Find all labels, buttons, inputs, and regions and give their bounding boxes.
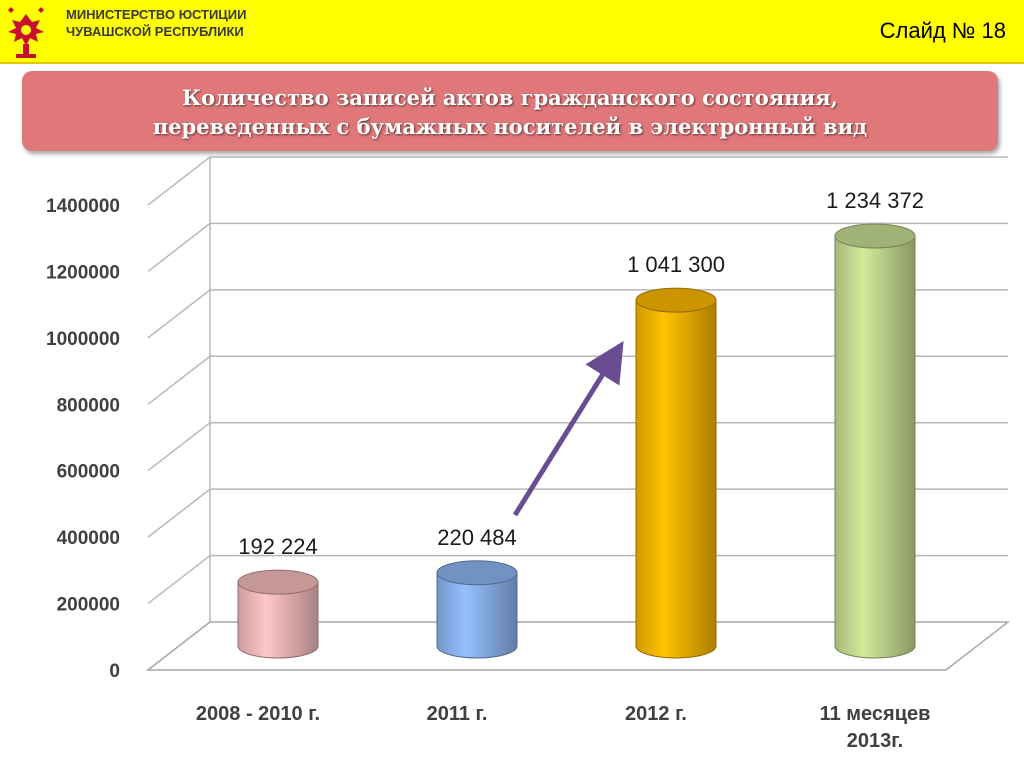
- bar-top: [237, 569, 319, 595]
- chart-floor: [145, 621, 1011, 671]
- chuvash-emblem-icon: [8, 7, 44, 58]
- gridline: [147, 289, 1008, 339]
- gridline: [147, 355, 1008, 405]
- bars: [237, 223, 916, 659]
- growth-arrow: [512, 341, 624, 517]
- gridline: [147, 488, 1008, 538]
- gridline: [147, 421, 1008, 472]
- header-bar: [0, 0, 1024, 62]
- bar-body: [635, 299, 717, 659]
- value-labels: 192 224 220 484 1 041 300 1 234 372: [238, 188, 924, 559]
- bar-body: [237, 581, 319, 659]
- back-wall-edge: [147, 157, 211, 671]
- bar-top: [436, 560, 518, 586]
- x-axis: 2008 - 2010 г. 2011 г. 2012 г. 11 месяцев 20…: [196, 703, 931, 752]
- bar-body: [834, 235, 916, 659]
- y-tick-label: 600000: [57, 462, 120, 483]
- y-tick-label: 200000: [57, 595, 120, 616]
- gridline: [147, 156, 1008, 206]
- x-tick-label: 2012 г.: [625, 703, 687, 725]
- y-tick-label: 400000: [57, 528, 120, 549]
- gridline: [147, 554, 1008, 605]
- x-tick-label: 11 месяцев 2013г.: [820, 703, 931, 752]
- y-tick-label: 0: [109, 661, 120, 682]
- bar-top: [834, 223, 916, 249]
- data-label: 1 234 372: [826, 188, 924, 213]
- header-divider: [0, 62, 1024, 64]
- bar: [834, 223, 916, 659]
- bar: [635, 287, 717, 659]
- x-tick-label: 2008 - 2010 г.: [196, 703, 320, 725]
- bar-body: [436, 572, 518, 659]
- data-label: 1 041 300: [627, 252, 725, 277]
- gridlines: [145, 156, 1011, 671]
- data-label: 220 484: [437, 525, 517, 550]
- bar: [237, 569, 319, 659]
- y-tick-label: 800000: [57, 395, 120, 416]
- gridline: [147, 222, 1008, 273]
- ministry-name: МИНИСТЕРСТВО ЮСТИЦИИ ЧУВАШСКОЙ РЕСПУБЛИК…: [66, 7, 247, 39]
- data-label: 192 224: [238, 534, 318, 559]
- y-axis: 0 200000 400000 600000 800000 1000000 1200000 1…: [46, 196, 120, 682]
- title-banner: [22, 71, 998, 151]
- bar-top: [635, 287, 717, 313]
- y-tick-label: 1200000: [46, 262, 120, 283]
- bar: [436, 560, 518, 659]
- y-tick-label: 1400000: [46, 196, 120, 217]
- page-title: Количество записей актов гражданского со…: [152, 85, 868, 139]
- slide-number: Слайд № 18: [879, 18, 1006, 43]
- x-tick-label: 2011 г.: [427, 703, 488, 725]
- y-tick-label: 1000000: [46, 329, 120, 350]
